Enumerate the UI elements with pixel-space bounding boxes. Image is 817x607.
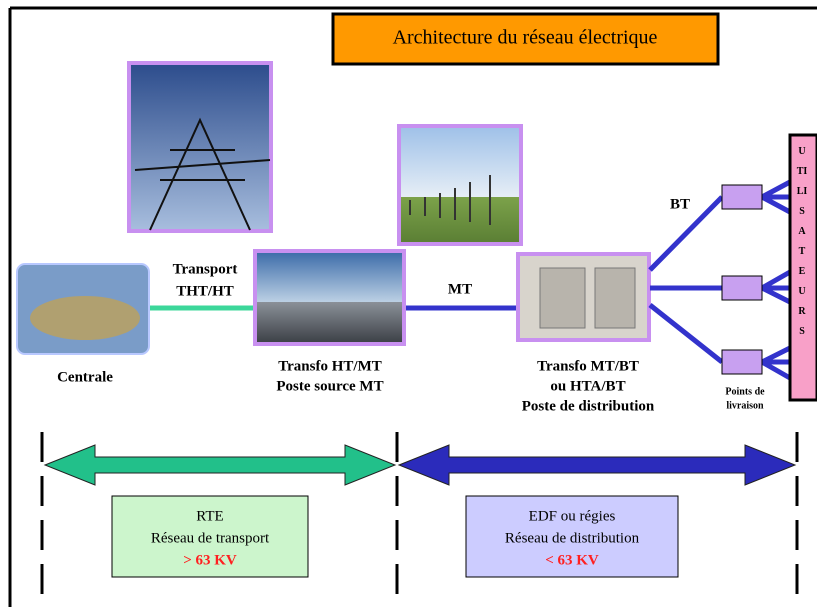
link-label: BT xyxy=(670,196,690,212)
link-label: THT/HT xyxy=(176,283,234,299)
page: Architecture du réseau électrique Centra… xyxy=(0,0,817,607)
node-label: Transfo MT/BT xyxy=(537,358,639,374)
delivery-box xyxy=(722,276,762,300)
delivery-label: livraison xyxy=(726,400,764,411)
link-label: Transport xyxy=(173,261,238,277)
photo-pylon xyxy=(129,63,271,231)
plant-icon xyxy=(30,296,140,340)
title: Architecture du réseau électrique xyxy=(393,27,658,49)
users-label: UTILISATEURS xyxy=(796,142,808,342)
diagram: Architecture du réseau électrique Centra… xyxy=(0,0,817,607)
zone-text: RTE xyxy=(196,508,223,524)
link-label: MT xyxy=(448,281,472,297)
photo-substation xyxy=(255,251,404,344)
door-icon xyxy=(595,268,635,328)
delivery-box xyxy=(722,185,762,209)
node-label: Transfo HT/MT xyxy=(278,358,381,374)
delivery-label: Points de xyxy=(725,386,765,397)
delivery-box xyxy=(722,350,762,374)
zone-text: EDF ou régies xyxy=(529,508,616,524)
arrow-rte xyxy=(45,445,395,485)
zone-voltage: < 63 KV xyxy=(545,552,599,568)
arrow-edf xyxy=(399,445,795,485)
photo-lines xyxy=(399,126,521,244)
node-label: Poste de distribution xyxy=(522,398,655,414)
node-label: Centrale xyxy=(57,369,113,385)
zone-voltage: > 63 KV xyxy=(183,552,237,568)
zone-text: Réseau de distribution xyxy=(505,530,640,546)
door-icon xyxy=(540,268,585,328)
node-label: Poste source MT xyxy=(276,378,383,394)
node-label: ou HTA/BT xyxy=(550,378,625,394)
zone-text: Réseau de transport xyxy=(151,530,270,546)
